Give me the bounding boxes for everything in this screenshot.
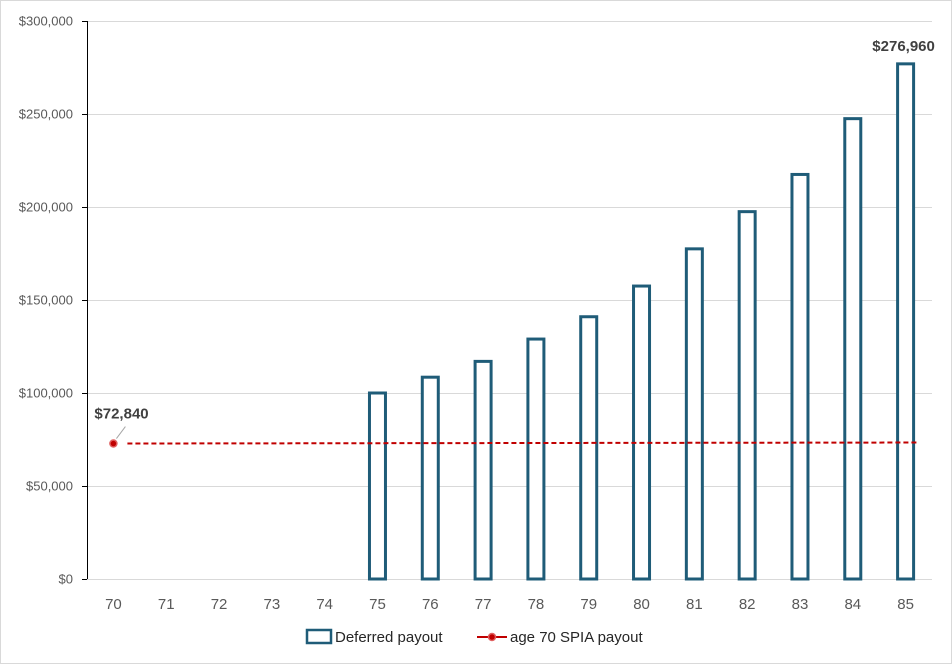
x-tick-label: 81 xyxy=(686,596,703,613)
x-tick-label: 82 xyxy=(739,596,756,613)
x-tick-label: 76 xyxy=(422,596,439,613)
x-tick-label: 72 xyxy=(211,596,228,613)
x-tick-label: 70 xyxy=(105,596,122,613)
x-tick-label: 73 xyxy=(264,596,281,613)
bar xyxy=(473,359,493,581)
y-tick-label: $150,000 xyxy=(19,293,73,308)
data-label: $72,840 xyxy=(94,406,148,423)
x-tick-label: 83 xyxy=(792,596,809,613)
x-tick-label: 74 xyxy=(316,596,333,613)
spia-line xyxy=(127,441,919,445)
x-tick-label: 79 xyxy=(580,596,597,613)
bar xyxy=(367,391,387,581)
bar xyxy=(843,117,863,581)
spia-point xyxy=(109,439,118,448)
x-tick-label: 85 xyxy=(897,596,914,613)
x-tick-label: 78 xyxy=(528,596,545,613)
legend-label: Deferred payout xyxy=(335,629,443,646)
bar xyxy=(896,62,916,581)
bar xyxy=(684,247,704,581)
data-label: $276,960 xyxy=(872,38,935,55)
y-tick-label: $100,000 xyxy=(19,386,73,401)
x-tick-label: 77 xyxy=(475,596,492,613)
bar xyxy=(420,375,440,581)
x-tick-label: 75 xyxy=(369,596,386,613)
y-tick-label: $300,000 xyxy=(19,14,73,29)
legend-label: age 70 SPIA payout xyxy=(510,629,643,646)
data-label-leader xyxy=(116,426,126,439)
legend-swatch-spia-marker xyxy=(487,632,497,642)
y-tick-label: $250,000 xyxy=(19,107,73,122)
bar xyxy=(737,210,757,581)
x-tick-label: 80 xyxy=(633,596,650,613)
y-tick-label: $50,000 xyxy=(26,479,73,494)
legend-swatch-deferred xyxy=(305,628,333,645)
bar xyxy=(632,284,652,581)
x-tick-label: 71 xyxy=(158,596,175,613)
y-tick-label: $200,000 xyxy=(19,200,73,215)
x-tick-label: 84 xyxy=(844,596,861,613)
y-tick-label: $0 xyxy=(59,572,73,587)
bar xyxy=(790,172,810,581)
bar xyxy=(526,337,546,581)
bar xyxy=(579,315,599,581)
